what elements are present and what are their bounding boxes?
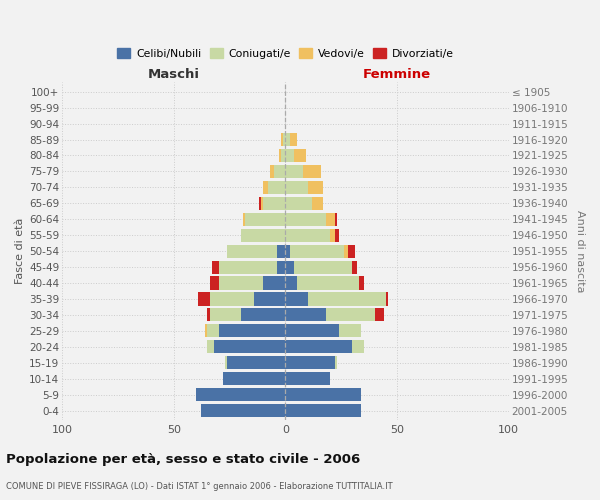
Bar	[277, 260, 286, 274]
Bar	[286, 212, 326, 226]
Bar	[339, 324, 361, 338]
Text: Femmine: Femmine	[363, 68, 431, 82]
Bar	[281, 133, 283, 146]
Bar	[286, 149, 295, 162]
Bar	[218, 324, 286, 338]
Bar	[286, 340, 352, 353]
Bar	[259, 197, 261, 210]
Bar	[304, 165, 321, 178]
Bar	[209, 276, 218, 289]
Bar	[223, 372, 286, 385]
Bar	[286, 228, 330, 241]
Bar	[296, 276, 359, 289]
Bar	[352, 260, 357, 274]
Bar	[286, 260, 295, 274]
Bar	[326, 212, 335, 226]
Bar	[348, 244, 355, 258]
Bar	[359, 276, 364, 289]
Bar	[335, 228, 339, 241]
Bar	[286, 276, 296, 289]
Bar	[245, 212, 286, 226]
Bar	[254, 292, 286, 306]
Bar	[205, 324, 208, 338]
Bar	[209, 292, 254, 306]
Bar	[279, 149, 281, 162]
Bar	[326, 308, 375, 322]
Bar	[375, 308, 384, 322]
Bar	[277, 244, 286, 258]
Bar	[281, 149, 286, 162]
Bar	[274, 165, 286, 178]
Bar	[286, 197, 312, 210]
Bar	[218, 260, 277, 274]
Bar	[286, 356, 335, 370]
Bar	[268, 181, 286, 194]
Bar	[200, 404, 286, 417]
Bar	[218, 276, 263, 289]
Bar	[308, 292, 386, 306]
Bar	[286, 181, 308, 194]
Y-axis label: Anni di nascita: Anni di nascita	[575, 210, 585, 292]
Text: COMUNE DI PIEVE FISSIRAGA (LO) - Dati ISTAT 1° gennaio 2006 - Elaborazione TUTTI: COMUNE DI PIEVE FISSIRAGA (LO) - Dati IS…	[6, 482, 392, 491]
Bar	[352, 340, 364, 353]
Bar	[214, 340, 286, 353]
Bar	[283, 133, 286, 146]
Bar	[312, 197, 323, 210]
Bar	[286, 388, 361, 401]
Bar	[286, 404, 361, 417]
Bar	[286, 292, 308, 306]
Bar	[290, 244, 344, 258]
Bar	[212, 260, 218, 274]
Bar	[286, 165, 304, 178]
Y-axis label: Fasce di età: Fasce di età	[15, 218, 25, 284]
Bar	[199, 292, 209, 306]
Bar	[286, 372, 330, 385]
Legend: Celibi/Nubili, Coniugati/e, Vedovi/e, Divorziati/e: Celibi/Nubili, Coniugati/e, Vedovi/e, Di…	[113, 44, 458, 63]
Bar	[290, 133, 296, 146]
Bar	[227, 356, 286, 370]
Bar	[270, 165, 274, 178]
Bar	[295, 260, 352, 274]
Bar	[286, 308, 326, 322]
Bar	[295, 149, 305, 162]
Bar	[196, 388, 286, 401]
Bar	[386, 292, 388, 306]
Bar	[208, 324, 218, 338]
Bar	[308, 181, 323, 194]
Bar	[286, 324, 339, 338]
Bar	[208, 340, 214, 353]
Bar	[286, 244, 290, 258]
Bar	[225, 356, 227, 370]
Bar	[263, 181, 268, 194]
Bar	[243, 212, 245, 226]
Bar	[263, 276, 286, 289]
Bar	[335, 356, 337, 370]
Bar	[241, 228, 286, 241]
Bar	[209, 308, 241, 322]
Bar	[241, 308, 286, 322]
Bar	[344, 244, 348, 258]
Bar	[335, 212, 337, 226]
Bar	[330, 228, 335, 241]
Bar	[261, 197, 263, 210]
Bar	[286, 133, 290, 146]
Bar	[263, 197, 286, 210]
Text: Maschi: Maschi	[148, 68, 200, 82]
Bar	[227, 244, 277, 258]
Text: Popolazione per età, sesso e stato civile - 2006: Popolazione per età, sesso e stato civil…	[6, 452, 360, 466]
Bar	[208, 308, 209, 322]
